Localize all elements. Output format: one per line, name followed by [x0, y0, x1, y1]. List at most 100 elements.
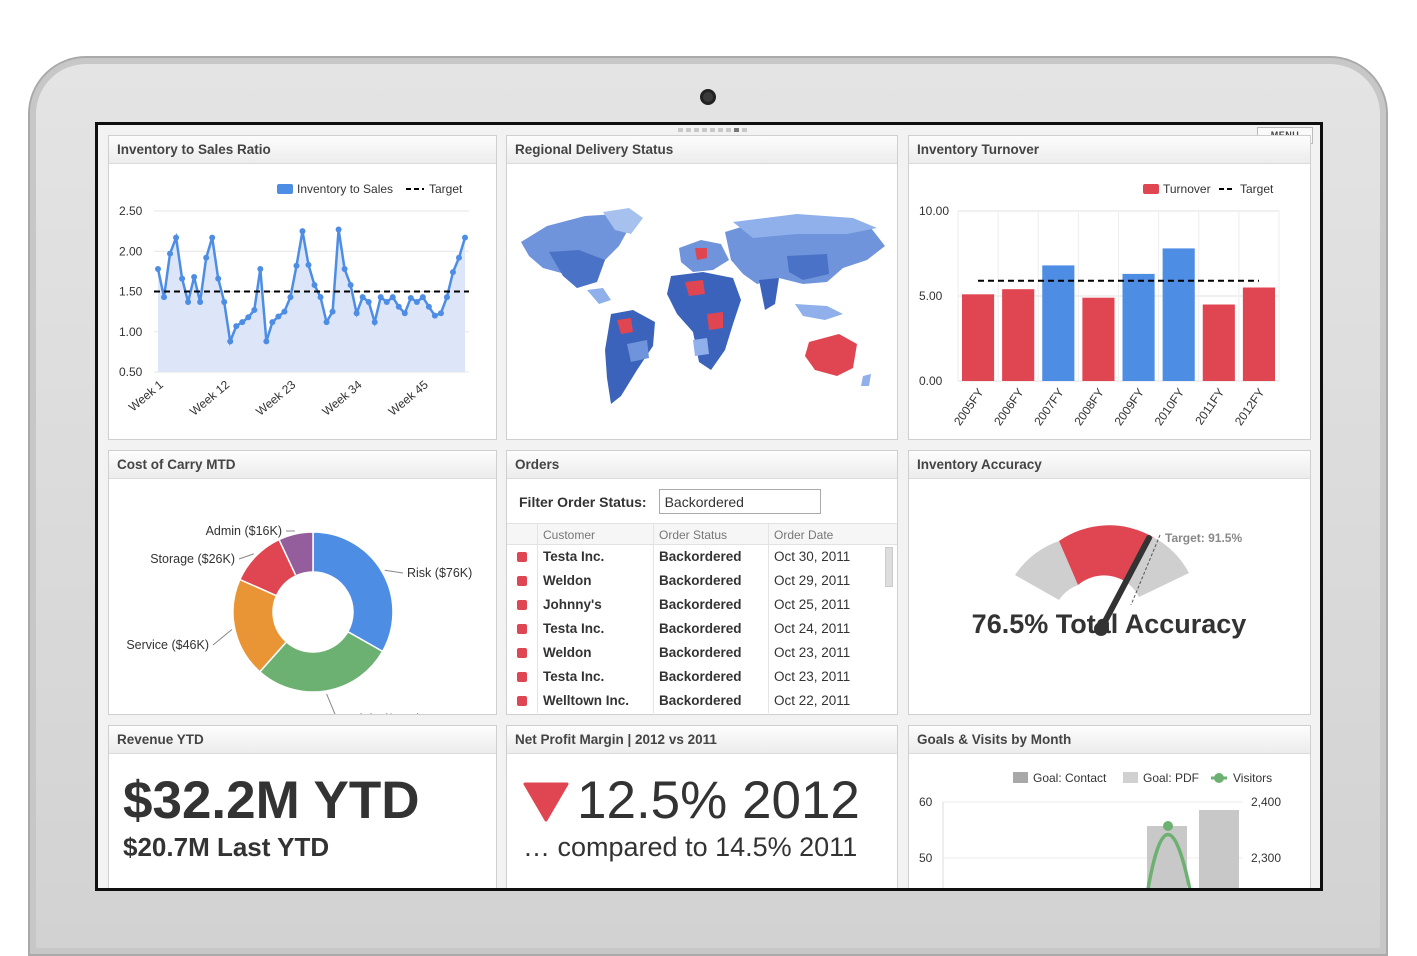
data-point[interactable] [185, 298, 192, 305]
map-australia[interactable] [805, 334, 857, 376]
data-point[interactable] [203, 254, 210, 261]
data-point[interactable] [299, 228, 306, 235]
page-indicator[interactable] [678, 128, 747, 132]
map-africa[interactable] [667, 272, 741, 370]
cell-date: Oct 25, 2011 [768, 593, 888, 617]
data-point[interactable] [221, 298, 228, 305]
data-point[interactable] [383, 298, 390, 305]
filter-status-input[interactable] [658, 489, 821, 514]
data-point[interactable] [395, 303, 402, 310]
data-point[interactable] [251, 307, 258, 314]
data-point[interactable] [191, 274, 198, 281]
data-point[interactable] [462, 234, 468, 241]
table-row[interactable]: Weldon Backordered Oct 23, 2011 [507, 641, 897, 665]
map-southeast-asia[interactable] [795, 304, 843, 320]
data-point[interactable] [161, 294, 168, 301]
data-point[interactable] [335, 226, 342, 233]
data-point[interactable] [227, 338, 234, 345]
map-russia[interactable] [733, 214, 877, 238]
bar[interactable] [1202, 304, 1235, 382]
table-row[interactable]: Johnny's Backordered Oct 25, 2011 [507, 593, 897, 617]
data-point[interactable] [311, 282, 318, 289]
slice-label: Storage ($26K) [150, 552, 235, 566]
data-point[interactable] [341, 265, 348, 272]
data-point[interactable] [305, 261, 312, 268]
map-greenland[interactable] [603, 208, 643, 234]
data-point[interactable] [359, 294, 366, 301]
donut-slice[interactable] [312, 531, 394, 653]
data-point[interactable] [347, 282, 354, 289]
data-point[interactable] [377, 294, 384, 301]
column-header-status[interactable]: Order Status [653, 524, 768, 544]
data-point[interactable] [413, 298, 420, 305]
data-point[interactable] [401, 310, 408, 317]
data-point[interactable] [179, 275, 186, 282]
data-point[interactable] [419, 294, 426, 301]
data-point[interactable] [269, 319, 276, 326]
map-south-africa[interactable] [693, 338, 709, 356]
map-north-africa-red[interactable] [685, 280, 705, 296]
x-tick-label: 2010FY [1152, 386, 1188, 428]
map-new-zealand[interactable] [861, 374, 871, 386]
data-point[interactable] [323, 319, 330, 326]
data-point[interactable] [353, 310, 360, 317]
table-row[interactable]: Testa Inc. Backordered Oct 23, 2011 [507, 665, 897, 689]
map-central-america[interactable] [587, 288, 611, 304]
donut-slice[interactable] [278, 531, 314, 577]
map-china[interactable] [787, 254, 829, 280]
data-point[interactable] [275, 313, 282, 320]
y-tick-label: 5.00 [919, 289, 943, 303]
data-point[interactable] [245, 314, 252, 321]
table-scrollbar[interactable] [885, 547, 893, 587]
data-point[interactable] [293, 262, 300, 269]
data-point[interactable] [155, 265, 161, 272]
map-germany[interactable] [695, 248, 707, 260]
bar[interactable] [1042, 265, 1075, 381]
bar[interactable] [962, 294, 995, 381]
data-point[interactable] [263, 338, 270, 345]
data-point[interactable] [437, 310, 444, 317]
map-india[interactable] [759, 278, 779, 310]
data-point[interactable] [233, 323, 240, 330]
bar[interactable] [1002, 289, 1035, 381]
map-brazil-region[interactable] [627, 340, 649, 362]
data-point[interactable] [317, 294, 324, 301]
data-point[interactable] [389, 294, 396, 301]
data-point[interactable] [173, 234, 180, 241]
data-point[interactable] [449, 269, 456, 276]
data-point[interactable] [365, 298, 372, 305]
table-row[interactable]: Testa Inc. Backordered Oct 30, 2011 [507, 545, 897, 569]
world-map[interactable] [507, 164, 898, 440]
data-point[interactable] [167, 250, 174, 257]
data-point[interactable] [281, 308, 288, 315]
map-colombia[interactable] [617, 318, 633, 334]
data-point[interactable] [197, 298, 204, 305]
data-point[interactable] [329, 308, 336, 315]
bar[interactable] [1082, 297, 1115, 381]
data-point[interactable] [209, 234, 216, 241]
table-row[interactable]: Welltown Inc. Backordered Oct 22, 2011 [507, 689, 897, 713]
orders-table: Customer Order Status Order Date Testa I… [507, 523, 897, 713]
data-point[interactable] [257, 265, 264, 272]
data-point[interactable] [215, 275, 222, 282]
label-leader-line [326, 693, 336, 714]
data-point[interactable] [239, 319, 246, 326]
data-point[interactable] [287, 294, 294, 301]
column-header-customer[interactable]: Customer [537, 524, 653, 544]
data-point[interactable] [455, 254, 462, 261]
data-point[interactable] [431, 312, 438, 319]
table-row[interactable]: Testa Inc. Backordered Oct 24, 2011 [507, 617, 897, 641]
bar[interactable] [1122, 273, 1155, 381]
data-point[interactable] [425, 303, 432, 310]
map-usa[interactable] [549, 250, 605, 288]
data-point[interactable] [407, 294, 414, 301]
data-point[interactable] [443, 294, 450, 301]
column-header-date[interactable]: Order Date [768, 524, 888, 544]
table-row[interactable]: Weldon Backordered Oct 29, 2011 [507, 569, 897, 593]
donut-slice[interactable] [258, 630, 384, 693]
bar[interactable] [1242, 287, 1275, 382]
legend-label-target: Target [429, 182, 463, 196]
map-east-africa-red[interactable] [707, 312, 723, 330]
data-point[interactable] [371, 319, 378, 326]
bar[interactable] [1162, 248, 1195, 381]
